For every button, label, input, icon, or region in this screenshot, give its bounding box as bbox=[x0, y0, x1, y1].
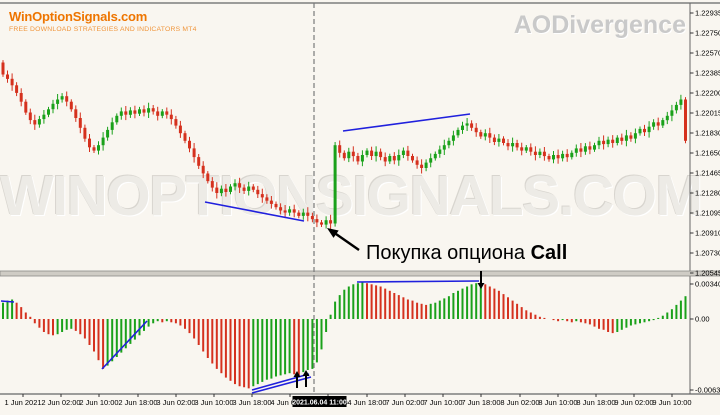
annotation-call-label: Call bbox=[530, 242, 568, 264]
svg-text:1.21280: 1.21280 bbox=[695, 189, 720, 198]
svg-text:3 Jun 02:00: 3 Jun 02:00 bbox=[156, 398, 195, 407]
svg-text:3 Jun 18:00: 3 Jun 18:00 bbox=[232, 398, 271, 407]
site-logo: WinOptionSignals.com FREE DOWNLOAD STRAT… bbox=[9, 9, 197, 33]
time-axis: 1 Jun 2021 2 Jun 02:002 Jun 10:00 2 Jun 18… bbox=[4, 394, 692, 407]
svg-text:1.21830: 1.21830 bbox=[695, 129, 720, 138]
svg-text:1.22385: 1.22385 bbox=[695, 69, 720, 78]
site-logo-subtitle: FREE DOWNLOAD STRATEGIES AND INDICATORS … bbox=[9, 26, 197, 33]
ao-histogram bbox=[2, 282, 687, 389]
svg-text:3 Jun 10:00: 3 Jun 10:00 bbox=[194, 398, 233, 407]
svg-text:0.00: 0.00 bbox=[695, 315, 710, 324]
svg-text:4 Jun 02:00: 4 Jun 02:00 bbox=[270, 398, 309, 407]
candlesticks bbox=[1, 60, 687, 229]
annotation-arrow bbox=[327, 228, 360, 251]
svg-text:9 Jun 10:00: 9 Jun 10:00 bbox=[652, 398, 691, 407]
site-logo-title: WinOptionSignals.com bbox=[9, 9, 148, 24]
svg-text:9 Jun 02:00: 9 Jun 02:00 bbox=[614, 398, 653, 407]
svg-text:2 Jun 02:00: 2 Jun 02:00 bbox=[41, 398, 80, 407]
svg-text:1.22750: 1.22750 bbox=[695, 29, 720, 38]
svg-text:7 Jun 10:00: 7 Jun 10:00 bbox=[423, 398, 462, 407]
background-watermark: WINOPTIONSIGNALS.COM bbox=[0, 164, 703, 228]
indicator-name-watermark: AODivergence bbox=[513, 11, 686, 39]
svg-text:8 Jun 18:00: 8 Jun 18:00 bbox=[576, 398, 615, 407]
svg-text:1.20730: 1.20730 bbox=[695, 249, 720, 258]
svg-text:7 Jun 18:00: 7 Jun 18:00 bbox=[461, 398, 500, 407]
svg-text:0.003405: 0.003405 bbox=[695, 280, 720, 289]
svg-text:2021.06.04 11:00: 2021.06.04 11:00 bbox=[292, 400, 347, 407]
svg-text:4 Jun 18:00: 4 Jun 18:00 bbox=[347, 398, 386, 407]
annotation-text: Покупка опциона bbox=[366, 242, 531, 264]
trade-annotation-label: Покупка опциона Call bbox=[366, 242, 567, 265]
price-axis: 1.22935 1.22750 1.22570 1.22385 1.22200 1.220… bbox=[690, 9, 720, 278]
svg-text:1.21095: 1.21095 bbox=[695, 209, 720, 218]
svg-text:8 Jun 10:00: 8 Jun 10:00 bbox=[538, 398, 577, 407]
svg-text:2 Jun 18:00: 2 Jun 18:00 bbox=[118, 398, 157, 407]
svg-text:2 Jun 10:00: 2 Jun 10:00 bbox=[79, 398, 118, 407]
svg-text:1.22200: 1.22200 bbox=[695, 89, 720, 98]
signal-arrows bbox=[293, 271, 485, 388]
crosshair-time-badge: 2021.06.04 11:00 bbox=[292, 396, 347, 407]
svg-text:1.22015: 1.22015 bbox=[695, 109, 720, 118]
svg-text:1.22935: 1.22935 bbox=[695, 9, 720, 18]
indicator-axis: 0.003405 0.00 -0.006369 bbox=[690, 280, 720, 395]
svg-text:1.20910: 1.20910 bbox=[695, 229, 720, 238]
chart-frame bbox=[0, 2, 720, 394]
svg-text:1.21465: 1.21465 bbox=[695, 169, 720, 178]
svg-text:8 Jun 02:00: 8 Jun 02:00 bbox=[500, 398, 539, 407]
svg-text:1.22570: 1.22570 bbox=[695, 49, 720, 58]
svg-text:1.21650: 1.21650 bbox=[695, 149, 720, 158]
svg-text:1 Jun 2021: 1 Jun 2021 bbox=[4, 398, 41, 407]
svg-text:1.20545: 1.20545 bbox=[695, 269, 720, 278]
svg-text:-0.006369: -0.006369 bbox=[695, 386, 720, 395]
divergence-trend-lines bbox=[0, 113, 480, 394]
svg-text:7 Jun 02:00: 7 Jun 02:00 bbox=[385, 398, 424, 407]
